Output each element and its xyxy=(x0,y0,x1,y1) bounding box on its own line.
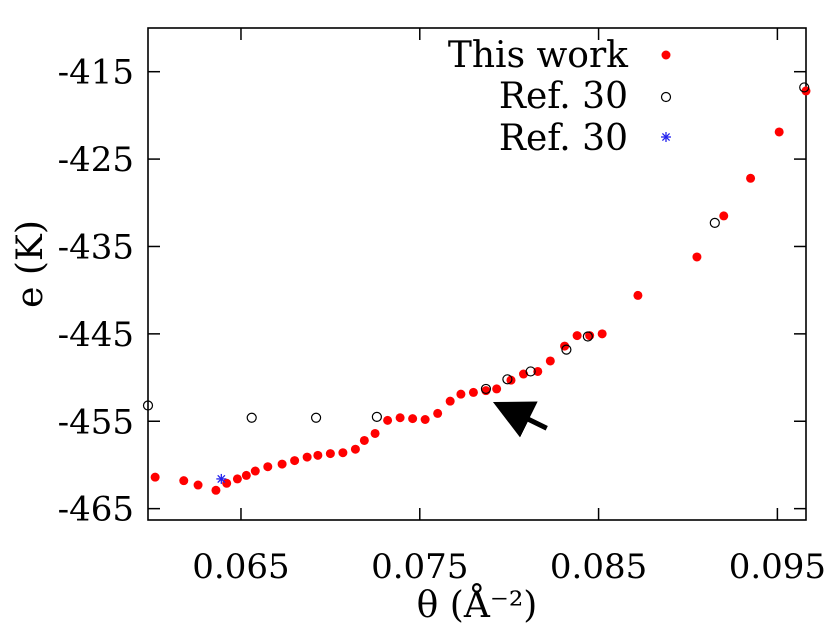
this-work-point xyxy=(746,173,756,183)
this-work-point xyxy=(370,428,380,438)
this-work-point xyxy=(313,450,323,460)
ref30-open-circle-point xyxy=(561,344,572,355)
x-tick-label: 0.085 xyxy=(550,547,647,587)
this-work-point xyxy=(222,478,232,488)
y-tick-label: -415 xyxy=(58,53,134,93)
this-work-point xyxy=(350,444,360,454)
this-work-point xyxy=(545,356,555,366)
this-work-point xyxy=(211,485,221,495)
this-work-point xyxy=(338,448,348,458)
data-series-layer xyxy=(142,82,811,495)
this-work-point xyxy=(597,329,607,339)
this-work-point xyxy=(325,449,335,459)
ref30-asterisk-point xyxy=(216,473,227,484)
this-work-point xyxy=(492,384,502,394)
this-work-point xyxy=(774,127,784,137)
this-work-point xyxy=(263,462,273,472)
annotation-arrow xyxy=(492,401,548,438)
x-tick-label: 0.065 xyxy=(192,547,289,587)
ref30-open-circle-point xyxy=(246,412,257,423)
x-tick-label: 0.095 xyxy=(729,547,826,587)
this-work-point xyxy=(456,389,466,399)
this-work-point xyxy=(232,474,242,484)
legend-marker-this-work xyxy=(661,50,671,60)
y-tick-label: -455 xyxy=(58,402,134,442)
this-work-point xyxy=(359,435,369,445)
this-work-point xyxy=(383,415,393,425)
this-work-point xyxy=(241,470,251,480)
ref30-open-circle-point xyxy=(142,400,154,411)
ref30-open-circle-point xyxy=(502,374,513,385)
this-work-point xyxy=(420,415,430,425)
this-work-point xyxy=(302,452,312,462)
this-work-point xyxy=(633,290,643,300)
legend-label-this-work: This work xyxy=(448,35,629,76)
x-axis-title: θ (Å⁻²) xyxy=(417,584,538,626)
this-work-point xyxy=(290,456,300,466)
y-tick-label: -445 xyxy=(58,315,134,355)
this-work-point xyxy=(506,375,516,385)
this-work-point xyxy=(533,366,543,376)
legend-marker-ref30-open xyxy=(660,91,672,103)
this-work-point xyxy=(250,466,260,476)
x-tick-label: 0.075 xyxy=(371,547,468,587)
ref30-open-circle-point xyxy=(480,383,492,395)
this-work-point xyxy=(150,472,160,482)
plot-frame xyxy=(147,27,807,521)
legend: This work Ref. 30 Ref. 30 xyxy=(448,35,672,159)
ref30-open-circle-point xyxy=(371,411,382,422)
y-axis-tick-labels: -415 -425 -435 -445 -455 -465 xyxy=(58,53,134,530)
legend-marker-ref30-asterisk xyxy=(661,132,671,142)
y-tick-label: -435 xyxy=(58,227,134,267)
ref30-open-circle-point xyxy=(799,82,810,93)
this-work-point xyxy=(445,396,455,406)
ref30-open-circle-point xyxy=(310,412,322,423)
this-work-point xyxy=(692,252,702,262)
legend-label-ref30-open: Ref. 30 xyxy=(499,76,628,117)
y-tick-label: -465 xyxy=(58,490,134,530)
this-work-point xyxy=(179,476,189,486)
ref30-open-circle-point xyxy=(709,217,720,228)
x-axis-tick-labels: 0.065 0.075 0.085 0.095 xyxy=(192,547,826,587)
this-work-point xyxy=(572,331,582,341)
this-work-point xyxy=(719,211,729,221)
this-work-point xyxy=(395,413,405,423)
y-tick-label: -425 xyxy=(58,140,134,180)
x-axis-ticks xyxy=(240,28,779,520)
ref30-open-circle-point xyxy=(582,331,593,342)
legend-label-ref30-asterisk: Ref. 30 xyxy=(499,118,628,159)
y-axis-title: e (K) xyxy=(10,220,51,308)
ref30-open-circle-point xyxy=(525,366,536,377)
this-work-point xyxy=(193,480,203,490)
this-work-point xyxy=(408,414,418,424)
this-work-point xyxy=(433,408,443,418)
this-work-point xyxy=(277,459,287,469)
this-work-point xyxy=(468,387,478,397)
y-axis-ticks xyxy=(148,70,806,510)
